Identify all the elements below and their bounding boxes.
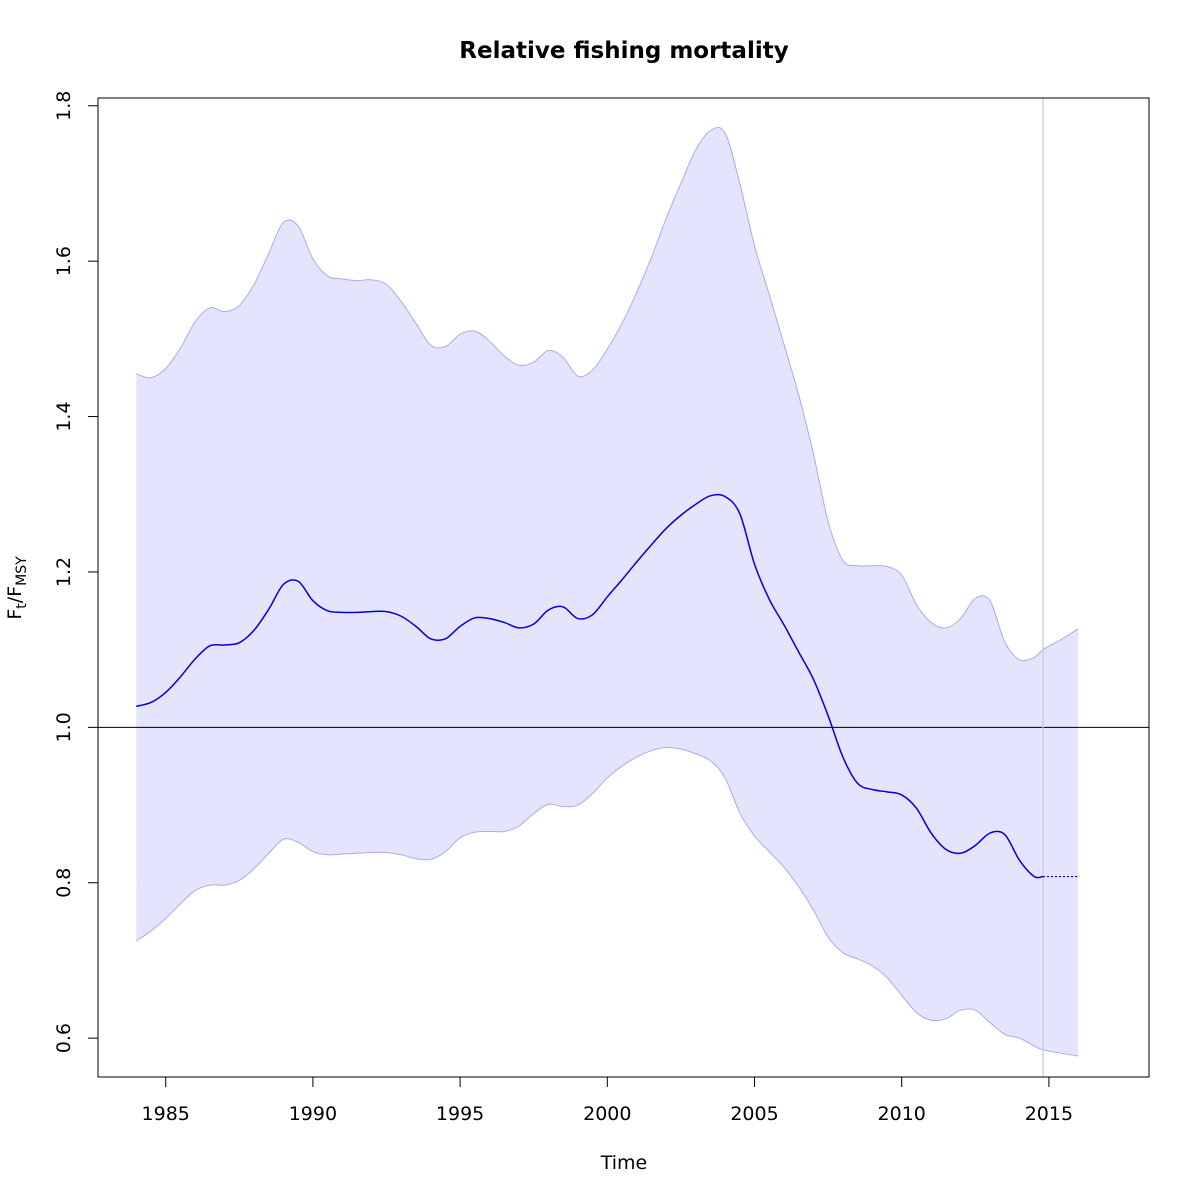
upper-ci-line xyxy=(136,126,1079,662)
x-axis: 1985 1990 1995 2000 2005 2010 2015 xyxy=(142,1076,1073,1125)
x-tick-label-1985: 1985 xyxy=(142,1103,190,1125)
x-tick-label-1995: 1995 xyxy=(436,1103,484,1125)
x-tick-label-2015: 2015 xyxy=(1025,1103,1073,1125)
chart-title: Relative fishing mortality xyxy=(459,38,788,64)
y-label-sub-msy: MSY xyxy=(14,556,30,586)
y-axis: 0.6 0.8 1.0 1.2 1.4 1.6 1.8 xyxy=(53,91,99,1053)
y-tick-label-1.0: 1.0 xyxy=(53,712,75,742)
y-tick-label-0.8: 0.8 xyxy=(53,868,75,898)
y-label-base: F xyxy=(4,609,26,620)
plot-area xyxy=(97,97,1150,1078)
y-tick-label-0.6: 0.6 xyxy=(53,1023,75,1053)
y-axis-label: Ft/FMSY xyxy=(4,556,30,620)
y-tick-label-1.2: 1.2 xyxy=(53,557,75,587)
lower-ci-line xyxy=(135,747,1079,1057)
y-tick-label-1.8: 1.8 xyxy=(53,91,75,121)
x-tick-label-1990: 1990 xyxy=(289,1103,337,1125)
estimate-line xyxy=(136,493,1044,879)
x-axis-label: Time xyxy=(600,1152,648,1174)
confidence-band xyxy=(136,127,1079,1057)
y-tick-label-1.4: 1.4 xyxy=(53,401,75,431)
x-tick-label-2005: 2005 xyxy=(730,1103,778,1125)
x-tick-label-2010: 2010 xyxy=(878,1103,926,1125)
x-tick-label-2000: 2000 xyxy=(583,1103,631,1125)
y-label-sep: /F xyxy=(4,586,26,603)
y-tick-label-1.6: 1.6 xyxy=(53,246,75,276)
y-label-sub-t: t xyxy=(14,603,30,609)
